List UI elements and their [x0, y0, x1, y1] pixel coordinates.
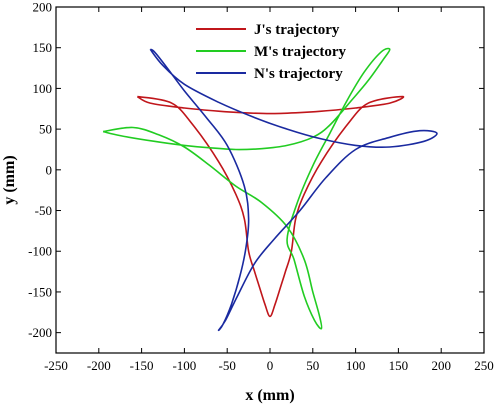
- series-line-0: [136, 95, 405, 318]
- x-axis-title: x (mm): [245, 387, 294, 404]
- x-tick-label: 100: [346, 358, 366, 373]
- series-line-2: [149, 48, 438, 332]
- series-lines: [102, 47, 438, 332]
- y-tick-label: 200: [33, 0, 53, 15]
- x-tick-label: -100: [172, 358, 196, 373]
- x-tick-label: 250: [474, 358, 494, 373]
- x-tick-label: 150: [389, 358, 409, 373]
- x-tick-label: -150: [130, 358, 154, 373]
- legend: J's trajectory M's trajectory N's trajecto…: [196, 22, 347, 82]
- x-tick-label: -50: [219, 358, 236, 373]
- y-tick-label: 50: [39, 122, 52, 137]
- x-tick-label: -200: [87, 358, 111, 373]
- y-tick-label: 0: [46, 162, 53, 177]
- y-tick-label: -150: [28, 284, 52, 299]
- series-line-1: [102, 47, 391, 330]
- axis-ticks: [55, 6, 485, 353]
- legend-label-2: N's trajectory: [254, 66, 343, 82]
- y-tick-label: 100: [33, 81, 53, 96]
- y-axis-title: y (mm): [1, 155, 18, 204]
- legend-label-1: M's trajectory: [254, 44, 347, 60]
- axis-tick-labels: -250 -200 -150 -100 -50 0 50 100 150 200 250 -200 -1…: [28, 0, 494, 373]
- legend-label-0: J's trajectory: [254, 22, 340, 38]
- y-tick-label: -50: [35, 203, 52, 218]
- y-tick-label: -100: [28, 244, 52, 259]
- y-tick-label: 150: [33, 40, 53, 55]
- x-tick-label: -250: [44, 358, 68, 373]
- x-tick-label: 50: [306, 358, 319, 373]
- y-tick-label: -200: [28, 325, 52, 340]
- x-tick-label: 0: [267, 358, 274, 373]
- x-tick-label: 200: [431, 358, 451, 373]
